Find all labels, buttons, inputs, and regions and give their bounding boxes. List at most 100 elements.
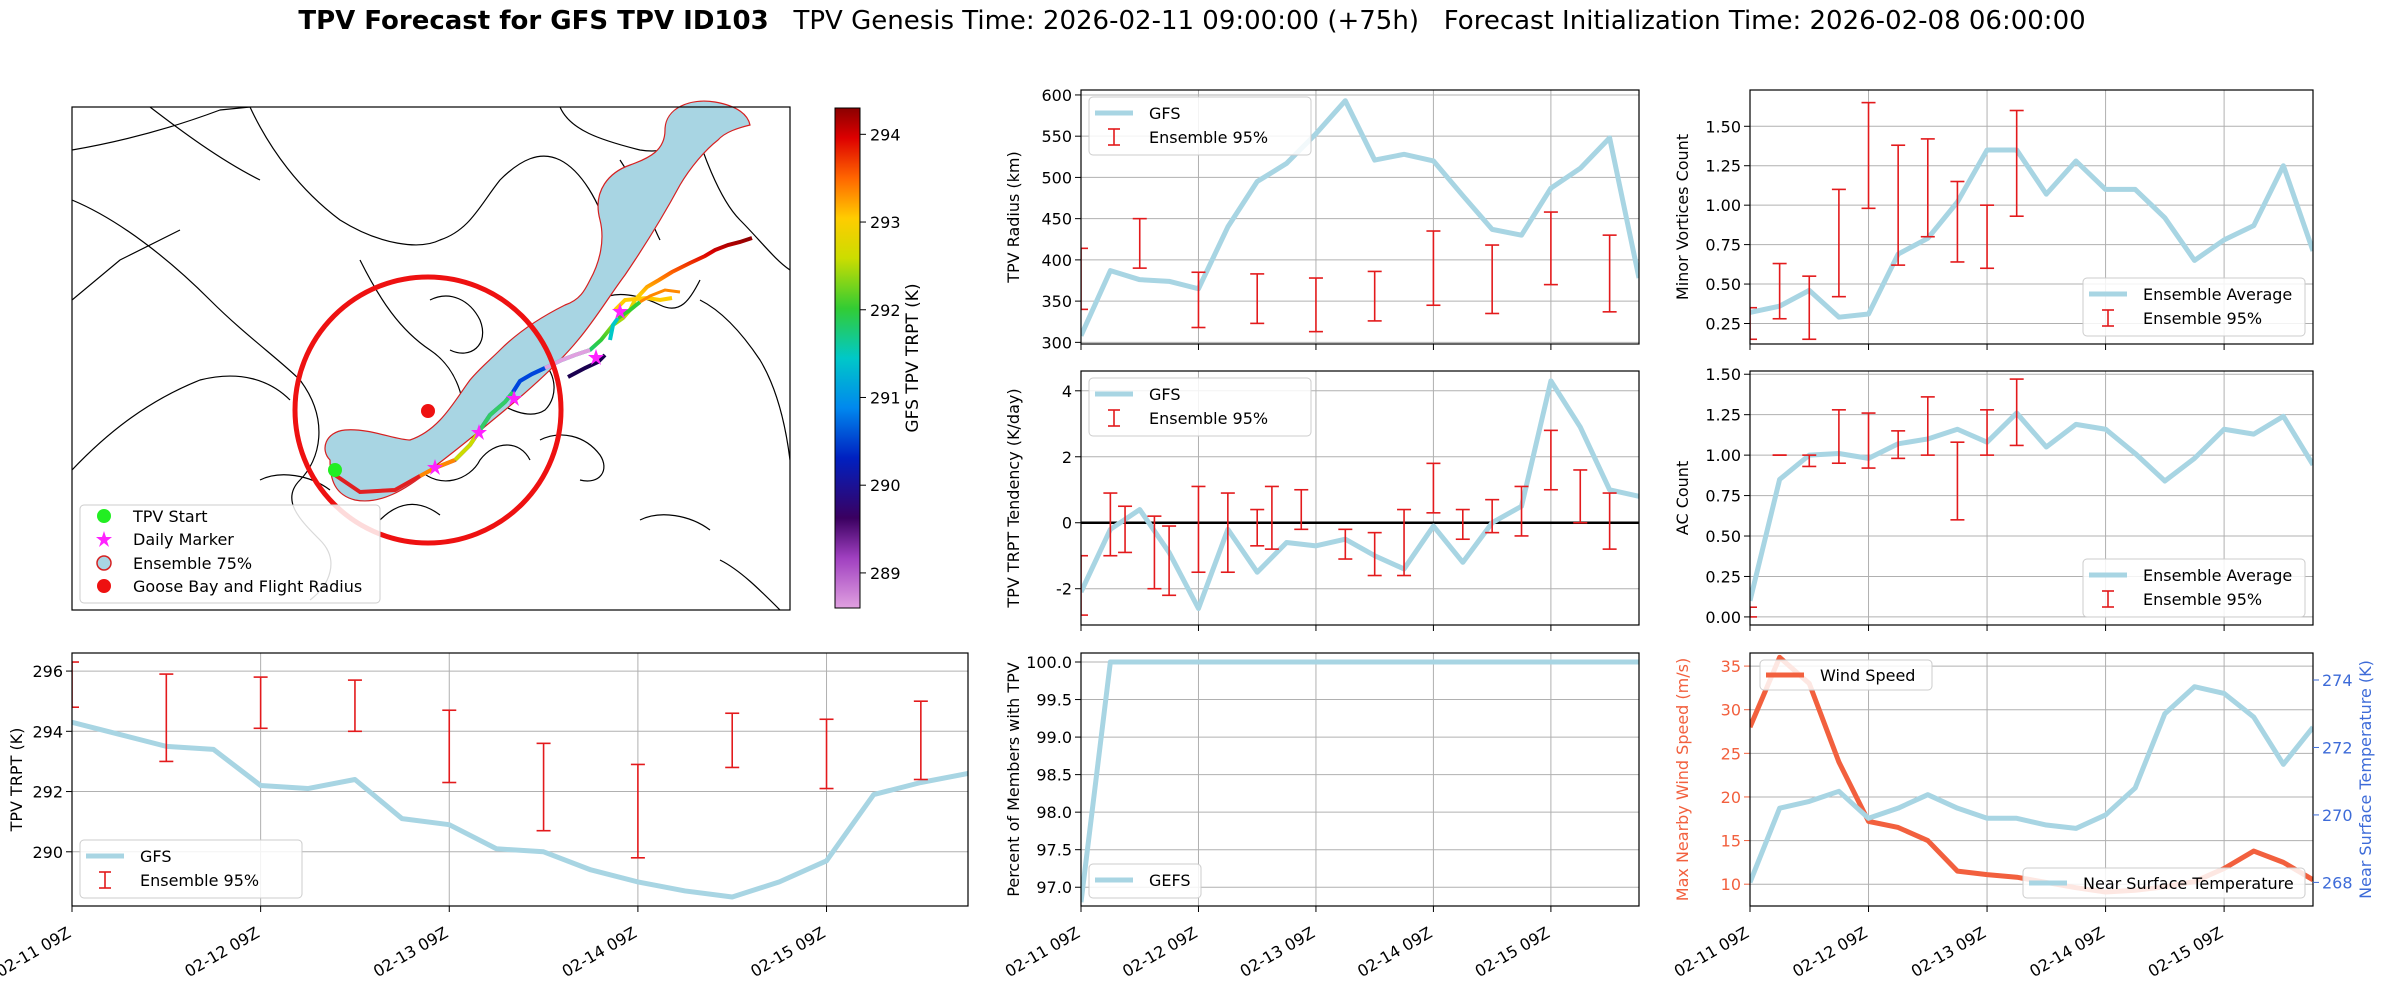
error-bar [1891, 144, 1906, 266]
daily-marker [427, 459, 443, 475]
error-bar [1950, 441, 1965, 521]
figure-title-bold: TPV Forecast for GFS TPV ID103 [298, 6, 769, 36]
y-tick-label: 30 [1721, 701, 1741, 720]
legend-radius: GFS Ensemble 95% [1088, 96, 1312, 156]
plot-area [1750, 653, 2313, 906]
map-frame [71, 106, 791, 611]
colorbar-gradient [834, 107, 861, 609]
genesis-time: TPV Genesis Time: 2026-02-11 09:00:00 (+… [793, 6, 1419, 36]
error-bar [1426, 230, 1441, 307]
legend-label: GFS [1149, 385, 1180, 404]
x-tick-label: 02-11 09Z [0, 923, 74, 981]
colorbar-tick-label: 290 [870, 476, 901, 495]
error-bar [1802, 275, 1817, 341]
error-bar [2009, 378, 2024, 447]
error-bar [1485, 498, 1500, 534]
legend-percent: GEFS [1088, 863, 1202, 899]
legend-label: Ensemble 95% [140, 871, 259, 890]
x-tick-label: 02-14 09Z [1354, 923, 1435, 981]
legend-errorbar-icon [99, 871, 111, 889]
legend-label: Wind Speed [1820, 666, 1915, 685]
error-bar [630, 763, 645, 859]
y-tick-label: 97.0 [1036, 878, 1072, 897]
error-bar [1426, 462, 1441, 514]
legend-box-right [2022, 867, 2306, 899]
legend-label: GFS [140, 847, 171, 866]
tpv-track-segment-8 [608, 316, 620, 341]
y-tick-label: 10 [1721, 875, 1741, 894]
error-bar [536, 742, 551, 832]
daily-marker [471, 424, 487, 440]
colorbar-tick-label: 289 [870, 564, 901, 583]
series-line-near-surface-temperature [1750, 684, 2313, 884]
y-axis-label: Minor Vortices Count [1673, 134, 1692, 300]
colorbar-tick-label: 292 [870, 301, 901, 320]
chart-ac: 0.00 0.25 0.50 0.75 1.00 1.25 1.50 AC Count Ense… [1673, 365, 2314, 631]
error-bar [72, 661, 79, 709]
init-time: Forecast Initialization Time: 2026-02-08… [1443, 6, 2086, 36]
daily-marker [506, 390, 522, 406]
plot-frame [1749, 89, 2314, 345]
error-bar [1573, 469, 1588, 524]
legend-label: GEFS [1149, 871, 1191, 890]
error-bar [1308, 277, 1323, 333]
error-bar [1250, 508, 1265, 547]
error-bar [1485, 244, 1500, 315]
colorbar: 289 290 291 292 293 294 GFS TPV TRPT (K) [834, 107, 923, 609]
y-tick-label: 98.0 [1036, 803, 1072, 822]
x-tick-label: 02-11 09Z [1671, 923, 1752, 981]
y-tick-label: 600 [1041, 86, 1072, 105]
y-tick-label: 1.50 [1705, 365, 1741, 384]
x-tick-label: 02-12 09Z [1789, 923, 1870, 981]
y-tick-label: 550 [1041, 127, 1072, 146]
error-bar [1750, 606, 1757, 618]
legend-label: Ensemble Average [2143, 566, 2292, 585]
colorbar-tick-label: 294 [870, 125, 901, 144]
legend-label: GFS [1149, 104, 1180, 123]
series-line-gfs [1081, 378, 1639, 612]
y-axis-label: TPV TRPT Tendency (K/day) [1004, 388, 1023, 608]
error-bar [913, 700, 928, 781]
y-tick-label: 15 [1721, 832, 1741, 851]
y-tick-label: 100.0 [1026, 653, 1072, 672]
y-right-tick-label: 274 [2322, 671, 2353, 690]
series-line-gfs [72, 719, 968, 900]
y-tick-label: 1.00 [1705, 196, 1741, 215]
error-bar [1162, 525, 1177, 597]
legend-goose-icon [97, 579, 111, 593]
series-line-gfs [1081, 98, 1639, 337]
error-bar [1250, 273, 1265, 325]
plot-frame [71, 652, 969, 907]
y-tick-label: -2 [1056, 580, 1072, 599]
plot-frame [1749, 652, 2314, 907]
error-bar [1367, 270, 1382, 322]
chart-tendency: -2 0 2 4 TPV TRPT Tendency (K/day) GFS Ensembl… [1004, 370, 1640, 631]
flight-radius-circle [292, 274, 564, 546]
y-tick-label: 1.50 [1705, 117, 1741, 136]
figure-title: TPV Forecast for GFS TPV ID103 TPV Genes… [0, 6, 2384, 36]
y-right-tick-label: 270 [2322, 806, 2353, 825]
colorbar-label: GFS TPV TRPT (K) [903, 283, 923, 432]
x-tick-label: 02-12 09Z [1119, 923, 1200, 981]
legend-errorbar-icon [2102, 309, 2114, 327]
error-bar [1455, 508, 1470, 541]
legend-wind_temp: Wind Speed Near Surface Temperature [1759, 659, 2306, 899]
plot-frame [1749, 370, 2314, 626]
y-tick-label: 0.75 [1705, 487, 1741, 506]
series-line-ensemble-average [1750, 147, 2313, 320]
x-tick-label: 02-13 09Z [1908, 923, 1989, 981]
map-legend-box [79, 504, 381, 604]
legend-ensemble-label: Ensemble 75% [133, 554, 252, 573]
y-tick-label: 500 [1041, 168, 1072, 187]
error-bar [1191, 271, 1206, 329]
error-bar [347, 679, 362, 733]
chart-minor: 0.25 0.50 0.75 1.00 1.25 1.50 Minor Vortices C… [1673, 89, 2314, 350]
legend-start-icon [97, 509, 111, 523]
error-bar [1543, 211, 1558, 286]
legend-label: Ensemble 95% [2143, 309, 2262, 328]
track-map: TPV Start Daily Marker Ensemble 75% Goos… [71, 100, 791, 611]
y-tick-label: 0.50 [1705, 527, 1741, 546]
y-tick-label: 0 [1062, 514, 1072, 533]
series-line-gefs [1081, 659, 1639, 903]
error-bar [1980, 409, 1995, 456]
